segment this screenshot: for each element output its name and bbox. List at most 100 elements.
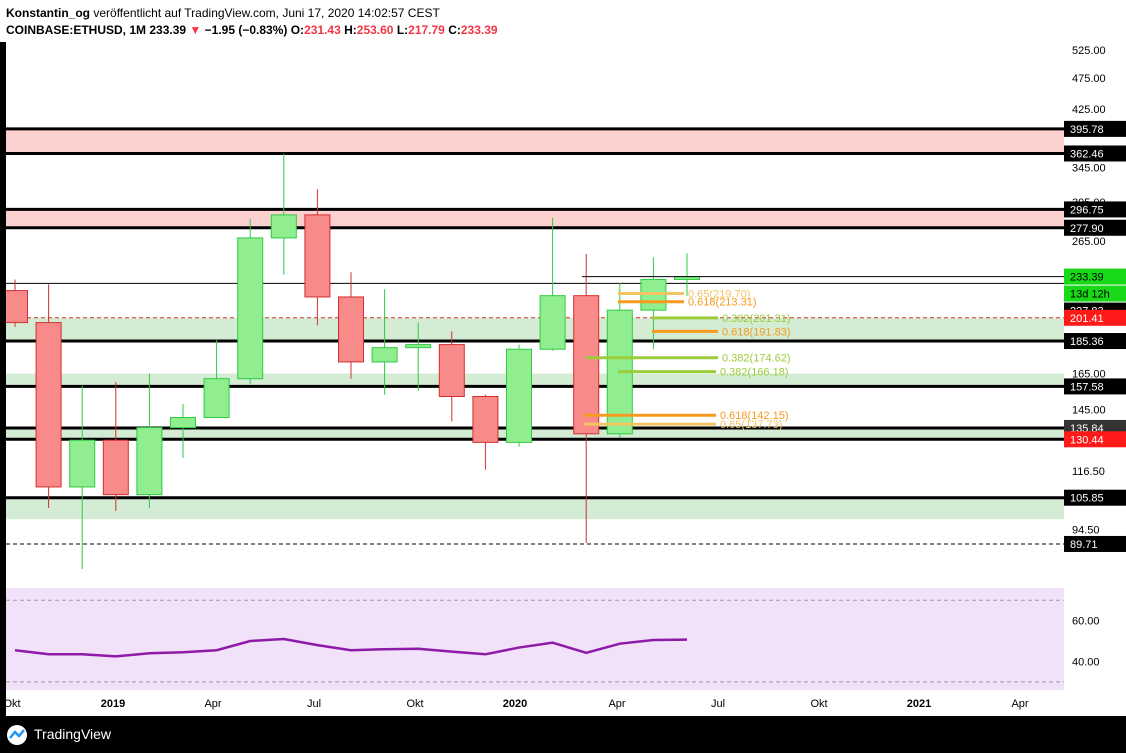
price-label-bg bbox=[1064, 145, 1126, 162]
price-label: 89.71 bbox=[1070, 539, 1098, 551]
candle bbox=[472, 394, 499, 470]
price-label-bg bbox=[1064, 268, 1126, 285]
time-tick-label: 2021 bbox=[907, 698, 931, 710]
price-label: 13d 12h bbox=[1070, 289, 1110, 301]
rsi-pane bbox=[6, 588, 1064, 690]
candle bbox=[69, 385, 96, 570]
price-label-bg bbox=[1064, 489, 1126, 506]
price-label: 201.41 bbox=[1070, 313, 1104, 325]
fib-label: 0.618(191.83) bbox=[722, 326, 791, 338]
candle-body bbox=[2, 290, 28, 324]
price-tick-label: 525.00 bbox=[1072, 45, 1106, 57]
time-tick-label: Apr bbox=[204, 698, 221, 710]
candle bbox=[270, 153, 297, 275]
time-tick-label: Apr bbox=[608, 698, 625, 710]
published-text: veröffentlicht auf TradingView.com, Juni… bbox=[93, 6, 440, 20]
candle-body bbox=[371, 347, 398, 363]
price-label: 185.36 bbox=[1070, 336, 1104, 348]
candle-body bbox=[438, 344, 465, 398]
time-axis[interactable]: Okt 2019 Apr Jul Okt 2020 Apr Jul Okt 2021 Apr bbox=[3, 690, 1126, 716]
change-arrow-icon: ▼ bbox=[189, 23, 202, 37]
price-label: 233.39 bbox=[1070, 272, 1104, 284]
time-tick-label: 2020 bbox=[503, 698, 527, 710]
candle bbox=[405, 322, 432, 392]
author-name[interactable]: Konstantin_og bbox=[6, 6, 90, 20]
time-tick-label: Jul bbox=[711, 698, 725, 710]
support-zone bbox=[6, 427, 1064, 440]
low-value: 217.79 bbox=[408, 23, 445, 37]
price-label-bg bbox=[1064, 378, 1126, 395]
close-label: C: bbox=[448, 23, 461, 37]
price-tick-label: 94.50 bbox=[1072, 524, 1100, 536]
time-tick-label: Okt bbox=[406, 698, 423, 710]
candle-body bbox=[573, 295, 600, 435]
footer: TradingView bbox=[0, 716, 1126, 753]
price-label-bg bbox=[1064, 201, 1126, 218]
candle bbox=[573, 254, 600, 544]
brand-label[interactable]: TradingView bbox=[34, 726, 112, 742]
price-label: 277.90 bbox=[1070, 223, 1104, 235]
candle bbox=[371, 289, 398, 395]
price-label: 157.58 bbox=[1070, 381, 1104, 393]
price-label-bg bbox=[1064, 120, 1126, 137]
price-tick-label: 165.00 bbox=[1072, 369, 1106, 381]
time-tick-label: Jul bbox=[307, 698, 321, 710]
time-tick-label: Apr bbox=[1011, 698, 1028, 710]
price-label-bg bbox=[1064, 431, 1126, 448]
fib-label: 0.618(142.15) bbox=[720, 410, 789, 422]
candle-body bbox=[338, 296, 364, 363]
fib-label: 0.382(166.18) bbox=[720, 367, 789, 379]
candle-body bbox=[203, 378, 230, 419]
close-value: 233.39 bbox=[460, 23, 498, 37]
price-label: 362.46 bbox=[1070, 148, 1104, 160]
high-label: H: bbox=[344, 23, 357, 37]
last-price: 233.39 bbox=[149, 23, 187, 37]
candle bbox=[102, 382, 129, 511]
resistance-zone bbox=[6, 209, 1064, 228]
candle-body bbox=[405, 344, 432, 349]
open-label: O: bbox=[290, 23, 305, 37]
price-label-bg bbox=[1064, 309, 1126, 326]
price-label-bg bbox=[1064, 535, 1126, 552]
price-label: 130.44 bbox=[1070, 434, 1104, 446]
change-value: −1.95 (−0.83%) bbox=[204, 23, 288, 37]
fib-label: 0.382(174.62) bbox=[722, 353, 791, 365]
resistance-zone bbox=[6, 128, 1064, 154]
fib-label: 0.382(201.31) bbox=[722, 313, 791, 325]
support-zone bbox=[6, 317, 1064, 342]
candle-body bbox=[304, 214, 331, 298]
candle-body bbox=[170, 417, 196, 429]
rsi-tick-label: 40.00 bbox=[1072, 656, 1100, 668]
low-label: L: bbox=[396, 23, 409, 37]
symbol-label[interactable]: COINBASE:ETHUSD, 1M bbox=[6, 23, 147, 37]
price-label: 395.78 bbox=[1070, 124, 1104, 136]
open-value: 231.43 bbox=[304, 23, 341, 37]
price-tick-label: 265.00 bbox=[1072, 236, 1106, 248]
candle-body bbox=[102, 439, 129, 496]
price-tick-label: 116.50 bbox=[1072, 466, 1105, 478]
support-zone bbox=[6, 497, 1064, 520]
price-tick-label: 425.00 bbox=[1072, 104, 1106, 116]
candle-body bbox=[69, 439, 96, 488]
candle-body bbox=[506, 348, 532, 443]
candle bbox=[2, 279, 28, 327]
price-tick-label: 145.00 bbox=[1072, 405, 1106, 417]
chart-pane[interactable]: 0.65(219.70) 0.618(213.31) 0.382(201.31) 0.… bbox=[2, 42, 1064, 690]
rsi-line bbox=[14, 637, 688, 658]
candle bbox=[35, 284, 62, 509]
candle-body bbox=[35, 322, 62, 488]
price-chart[interactable]: 0.65(219.70)0.618(213.31)0.382(201.31)0.… bbox=[2, 42, 1064, 690]
candle bbox=[338, 272, 364, 379]
price-label-bg bbox=[1064, 285, 1126, 302]
price-label: 105.85 bbox=[1070, 493, 1104, 505]
candle bbox=[506, 344, 532, 447]
candle bbox=[203, 340, 230, 419]
rsi-tick-label: 60.00 bbox=[1072, 616, 1100, 628]
candle-body bbox=[136, 427, 163, 496]
support-zone bbox=[6, 373, 1064, 387]
time-axis-svg: Okt 2019 Apr Jul Okt 2020 Apr Jul Okt 2021 Apr bbox=[3, 698, 1028, 710]
price-axis-svg: 525.00475.00425.00345.00305.00265.00165.… bbox=[1064, 45, 1126, 668]
time-tick-label: Okt bbox=[6, 698, 21, 710]
price-axis[interactable]: 525.00475.00425.00345.00305.00265.00165.… bbox=[1064, 42, 1126, 690]
candle bbox=[438, 331, 465, 422]
